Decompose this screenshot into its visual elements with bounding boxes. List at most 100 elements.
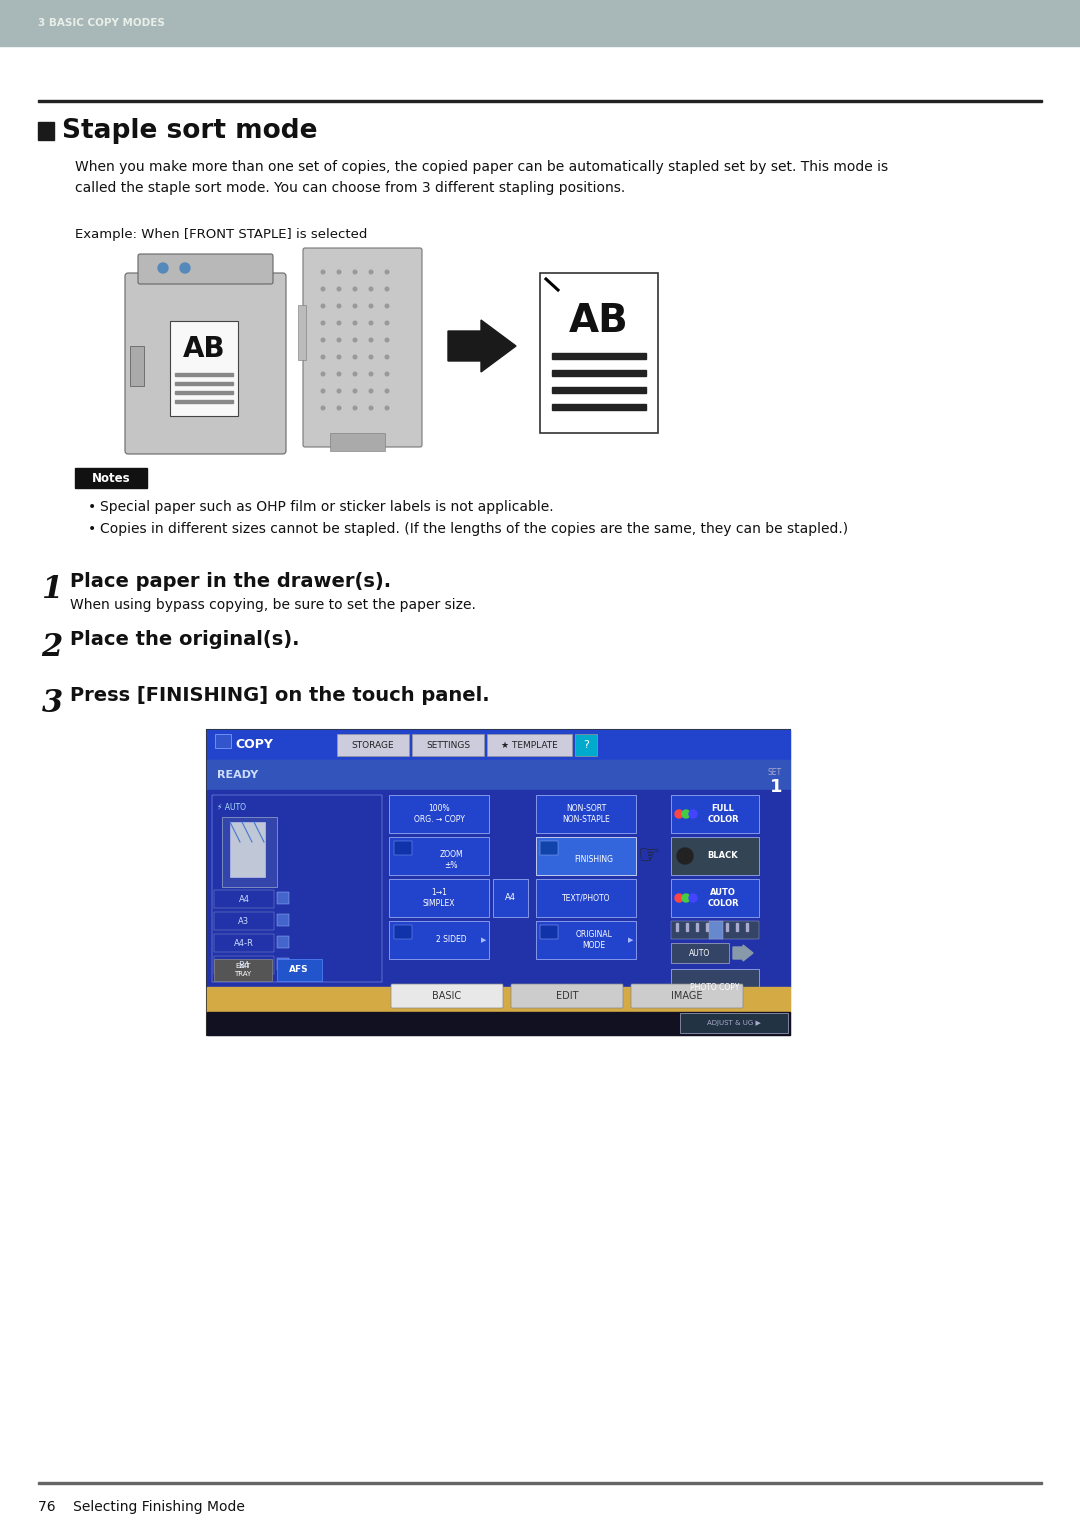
Bar — [38, 99, 1042, 102]
Circle shape — [681, 809, 690, 818]
Circle shape — [369, 287, 373, 290]
FancyBboxPatch shape — [138, 253, 273, 284]
Circle shape — [386, 304, 389, 308]
Text: ZOOM
±%: ZOOM ±% — [440, 851, 463, 870]
Bar — [389, 837, 489, 875]
Circle shape — [369, 356, 373, 359]
Text: NON-SORT
NON-STAPLE: NON-SORT NON-STAPLE — [562, 803, 610, 825]
Circle shape — [337, 406, 341, 409]
Bar — [389, 880, 489, 918]
FancyBboxPatch shape — [125, 273, 286, 454]
Bar — [130, 347, 144, 386]
Circle shape — [353, 321, 356, 325]
Text: 1: 1 — [41, 574, 63, 605]
Bar — [207, 1012, 789, 1035]
Bar — [207, 986, 789, 1012]
Text: A3: A3 — [239, 916, 249, 925]
Text: EDIT: EDIT — [556, 991, 578, 1002]
Circle shape — [386, 270, 389, 273]
Text: AB: AB — [183, 334, 226, 363]
Bar — [671, 921, 759, 939]
Circle shape — [677, 847, 693, 864]
Text: ORIGINAL
MODE: ORIGINAL MODE — [576, 930, 612, 950]
Bar — [175, 391, 233, 394]
Bar — [540, 273, 658, 434]
Text: BASIC: BASIC — [432, 991, 461, 1002]
Circle shape — [321, 321, 325, 325]
Bar — [175, 400, 233, 403]
Circle shape — [321, 373, 325, 376]
Text: TEXT/PHOTO: TEXT/PHOTO — [562, 893, 610, 902]
Text: 2: 2 — [41, 632, 63, 663]
Text: PHOTO COPY: PHOTO COPY — [690, 982, 740, 991]
Bar — [671, 796, 759, 834]
Circle shape — [321, 304, 325, 308]
Circle shape — [369, 406, 373, 409]
Bar — [214, 959, 272, 980]
Text: Place the original(s).: Place the original(s). — [70, 631, 299, 649]
Bar — [746, 922, 747, 931]
Circle shape — [689, 809, 697, 818]
Text: A4-R: A4-R — [234, 939, 254, 947]
Text: ▶: ▶ — [627, 938, 633, 944]
Bar — [175, 382, 233, 385]
Circle shape — [321, 389, 325, 392]
Bar — [222, 817, 276, 887]
Text: AFS: AFS — [289, 965, 309, 974]
Circle shape — [369, 389, 373, 392]
Bar — [540, 925, 558, 939]
Circle shape — [369, 337, 373, 342]
Circle shape — [386, 287, 389, 290]
FancyBboxPatch shape — [303, 247, 422, 447]
FancyBboxPatch shape — [511, 983, 623, 1008]
Bar — [676, 922, 677, 931]
Bar — [552, 405, 646, 411]
Circle shape — [337, 373, 341, 376]
Circle shape — [386, 337, 389, 342]
Text: •: • — [87, 522, 96, 536]
FancyBboxPatch shape — [631, 983, 743, 1008]
Bar — [0, 0, 1080, 46]
Bar — [230, 822, 265, 876]
Bar — [552, 353, 646, 359]
Bar — [394, 925, 411, 939]
Circle shape — [353, 304, 356, 308]
Circle shape — [353, 406, 356, 409]
Bar — [38, 122, 54, 140]
Circle shape — [337, 270, 341, 273]
Bar — [170, 321, 238, 415]
Circle shape — [337, 337, 341, 342]
Circle shape — [386, 406, 389, 409]
Bar — [207, 760, 789, 789]
Bar — [298, 305, 306, 360]
Bar — [276, 892, 289, 904]
Circle shape — [180, 263, 190, 273]
Bar — [492, 880, 528, 918]
FancyArrow shape — [448, 321, 516, 373]
Bar — [536, 921, 636, 959]
Circle shape — [321, 356, 325, 359]
Bar — [552, 370, 646, 376]
Text: BLACK: BLACK — [707, 852, 739, 861]
Text: AB: AB — [569, 302, 629, 341]
Circle shape — [675, 809, 683, 818]
Circle shape — [353, 270, 356, 273]
Bar — [671, 880, 759, 918]
Text: A4: A4 — [239, 895, 249, 904]
Text: Staple sort mode: Staple sort mode — [62, 118, 318, 144]
Bar — [540, 841, 558, 855]
Circle shape — [353, 356, 356, 359]
Bar — [214, 935, 274, 951]
Circle shape — [689, 893, 697, 902]
Circle shape — [353, 337, 356, 342]
Bar — [337, 734, 409, 756]
Bar — [706, 922, 707, 931]
Text: 1: 1 — [769, 777, 782, 796]
Text: IMAGE: IMAGE — [672, 991, 703, 1002]
Text: Copies in different sizes cannot be stapled. (If the lengths of the copies are t: Copies in different sizes cannot be stap… — [100, 522, 848, 536]
Text: B4: B4 — [239, 960, 249, 970]
Circle shape — [386, 356, 389, 359]
Text: Notes: Notes — [92, 472, 131, 484]
Bar — [215, 734, 231, 748]
Circle shape — [337, 287, 341, 290]
